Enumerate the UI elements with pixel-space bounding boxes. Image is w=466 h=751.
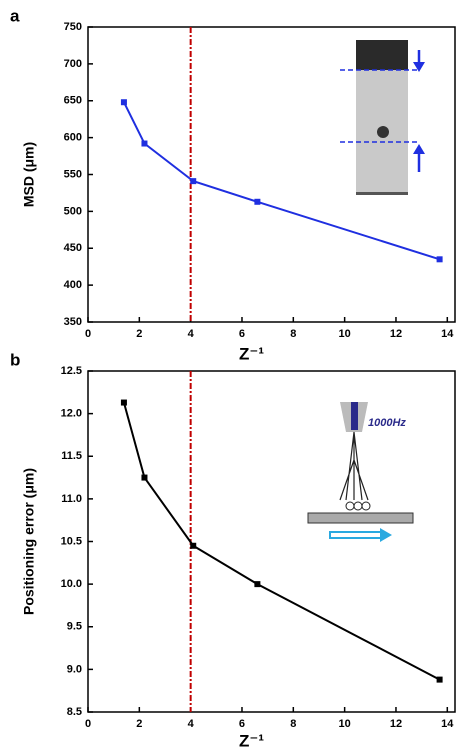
x-axis-label: Z⁻¹ (239, 731, 264, 750)
x-tick-label: 10 (339, 718, 351, 730)
x-tick-label: 2 (136, 328, 142, 340)
x-tick-label: 14 (441, 328, 454, 340)
data-point (190, 542, 197, 549)
y-tick-label: 11.0 (61, 493, 82, 505)
x-axis-label: Z⁻¹ (239, 344, 264, 363)
y-tick-label: 500 (64, 205, 82, 217)
y-tick-label: 8.5 (67, 706, 82, 718)
data-point (141, 474, 148, 481)
y-tick-label: 12.0 (61, 408, 82, 420)
y-tick-label: 350 (64, 316, 82, 328)
y-tick-label: 600 (64, 132, 82, 144)
y-tick-label: 750 (64, 21, 82, 33)
x-tick-label: 6 (239, 718, 245, 730)
x-tick-label: 10 (339, 328, 351, 340)
data-point (190, 178, 197, 185)
annotation: 1000Hz (368, 417, 406, 429)
y-tick-label: 10.0 (61, 578, 82, 590)
x-tick-label: 14 (441, 718, 454, 730)
y-tick-label: 400 (64, 279, 82, 291)
y-axis-label: MSD (μm) (21, 142, 37, 207)
y-axis-label: Positioning error (μm) (21, 468, 37, 615)
x-tick-label: 8 (290, 328, 296, 340)
x-tick-label: 0 (85, 328, 91, 340)
data-point (254, 198, 261, 205)
y-tick-label: 12.5 (61, 365, 82, 377)
y-tick-label: 10.5 (61, 535, 82, 547)
data-point (436, 256, 443, 263)
x-tick-label: 4 (188, 718, 195, 730)
x-tick-label: 4 (188, 328, 195, 340)
inset-diagram-b (307, 402, 414, 542)
y-tick-label: 700 (64, 58, 82, 70)
x-tick-label: 12 (390, 718, 402, 730)
panel-label: b (10, 350, 20, 369)
y-tick-label: 9.5 (67, 621, 82, 633)
data-point (436, 676, 443, 683)
y-tick-label: 450 (64, 242, 82, 254)
x-tick-label: 6 (239, 328, 245, 340)
x-tick-label: 12 (390, 328, 402, 340)
y-tick-label: 650 (64, 95, 82, 107)
x-tick-label: 0 (85, 718, 91, 730)
data-point (120, 99, 127, 106)
y-tick-label: 11.5 (61, 450, 82, 462)
inset-image-a (340, 40, 425, 195)
y-tick-label: 9.0 (67, 663, 82, 675)
panel-label: a (10, 6, 20, 25)
x-tick-label: 2 (136, 718, 142, 730)
x-tick-label: 8 (290, 718, 296, 730)
data-point (120, 399, 127, 406)
data-point (254, 581, 261, 588)
series-line (122, 402, 441, 681)
y-tick-label: 550 (64, 168, 82, 180)
data-point (141, 140, 148, 147)
